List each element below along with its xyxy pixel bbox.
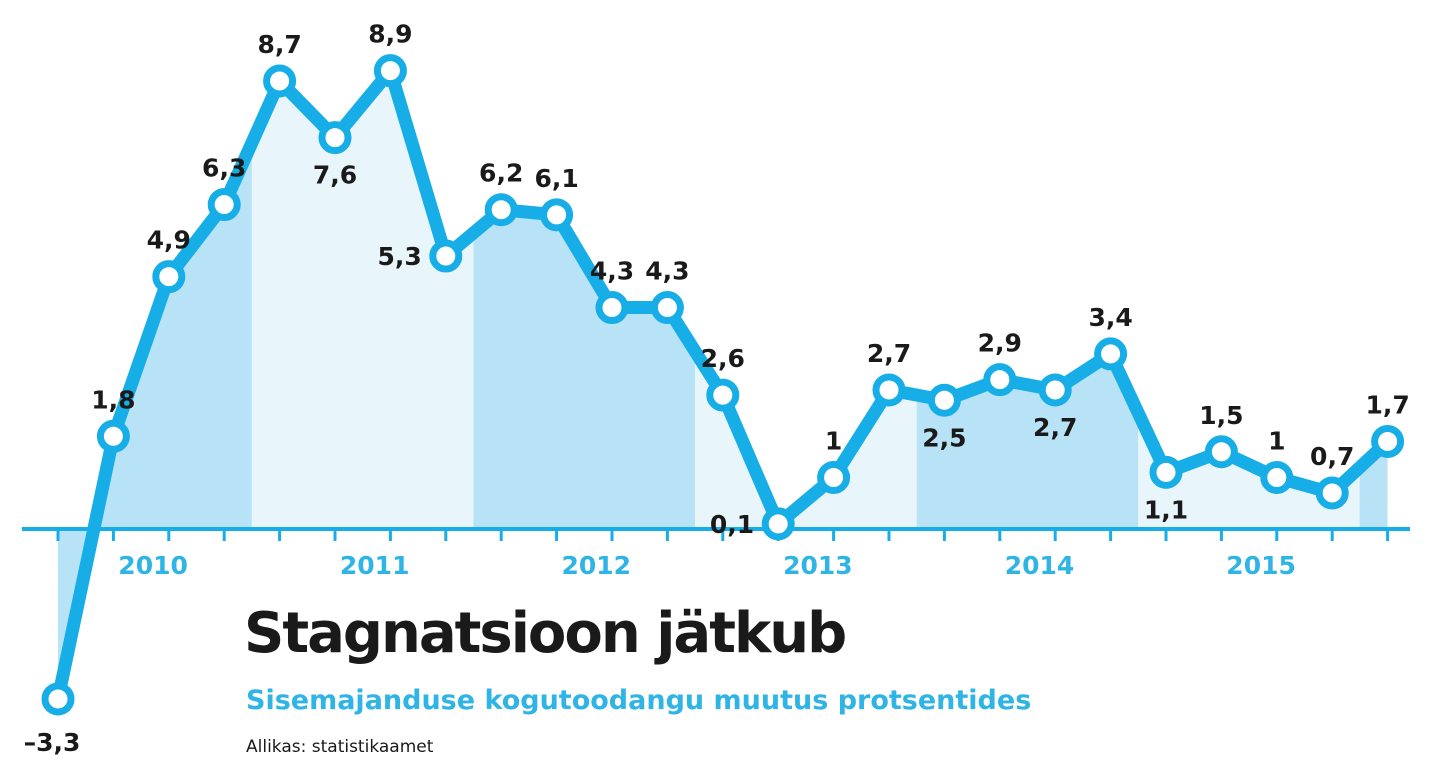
data-point-2015-Q3 <box>1260 461 1294 494</box>
data-label: 4,3 <box>645 257 689 286</box>
data-label: 0,1 <box>710 510 754 539</box>
data-point-2015-Q1 <box>1149 455 1183 489</box>
source-note: Allikas: statistikaamet <box>246 737 434 757</box>
year-label-2015: 2015 <box>1226 551 1296 580</box>
data-point-2010-Q1 <box>41 682 75 716</box>
data-point-2010-Q4 <box>207 188 241 222</box>
data-point-2012-Q3 <box>595 291 629 325</box>
year-label-2011: 2011 <box>340 551 410 580</box>
data-point-2011-Q2 <box>318 121 352 155</box>
data-point-2010-Q3 <box>152 260 186 294</box>
data-point-2010-Q2 <box>96 419 130 453</box>
data-label: 1,1 <box>1144 495 1188 524</box>
year-label-2013: 2013 <box>783 551 853 580</box>
chart-subtitle: Sisemajanduse kogutoodangu muutus protse… <box>246 685 1032 716</box>
data-point-2011-Q1 <box>263 64 297 98</box>
data-label: 7,6 <box>313 161 357 190</box>
year-label-2012: 2012 <box>562 551 632 580</box>
data-label: 6,2 <box>479 159 523 188</box>
data-label: 1 <box>825 427 842 456</box>
data-point-2013-Q2 <box>761 507 795 541</box>
data-label: 4,9 <box>147 226 191 255</box>
data-point-2014-Q4 <box>1094 337 1128 371</box>
data-label: 2,7 <box>1033 413 1077 442</box>
data-point-2012-Q2 <box>540 198 574 232</box>
data-label: 8,7 <box>257 30 301 59</box>
year-label-2014: 2014 <box>1005 551 1075 580</box>
data-label: 2,6 <box>701 344 745 373</box>
year-band-2014 <box>916 353 1139 529</box>
data-point-2014-Q1 <box>927 383 961 417</box>
data-label: 5,3 <box>378 242 422 271</box>
data-label: 1 <box>1268 427 1285 456</box>
data-label: 6,1 <box>534 164 578 193</box>
data-label: 3,4 <box>1088 303 1132 332</box>
year-band-2012 <box>473 209 696 529</box>
year-band-2010 <box>58 142 252 699</box>
data-point-2011-Q4 <box>429 239 463 273</box>
year-label-2010: 2010 <box>118 551 188 580</box>
data-label: 2,7 <box>867 339 911 368</box>
data-point-2015-Q4 <box>1315 476 1349 510</box>
data-point-2013-Q1 <box>706 378 740 412</box>
data-label: 1,7 <box>1365 390 1409 419</box>
data-label: 4,3 <box>590 257 634 286</box>
chart-title: Stagnatsioon jätkub <box>244 601 847 666</box>
data-point-2014-Q2 <box>983 363 1017 397</box>
data-point-2014-Q3 <box>1038 373 1072 407</box>
data-label: 1,8 <box>91 385 135 414</box>
year-band-2013 <box>695 351 917 529</box>
data-label: –3,3 <box>24 728 81 757</box>
data-point-2013-Q4 <box>872 373 906 407</box>
data-point-2013-Q3 <box>817 461 851 494</box>
data-label: 8,9 <box>368 20 412 49</box>
data-label: 1,5 <box>1199 401 1243 430</box>
data-label: 0,7 <box>1310 442 1354 471</box>
data-label: 2,9 <box>978 329 1022 358</box>
data-point-2015-Q2 <box>1204 435 1238 469</box>
data-point-2016-Q1 <box>1371 424 1405 458</box>
data-point-2012-Q4 <box>650 291 684 325</box>
data-label: 6,3 <box>202 154 246 183</box>
data-label: 2,5 <box>922 423 966 452</box>
data-point-2011-Q3 <box>373 54 407 88</box>
data-point-2012-Q1 <box>484 193 518 227</box>
